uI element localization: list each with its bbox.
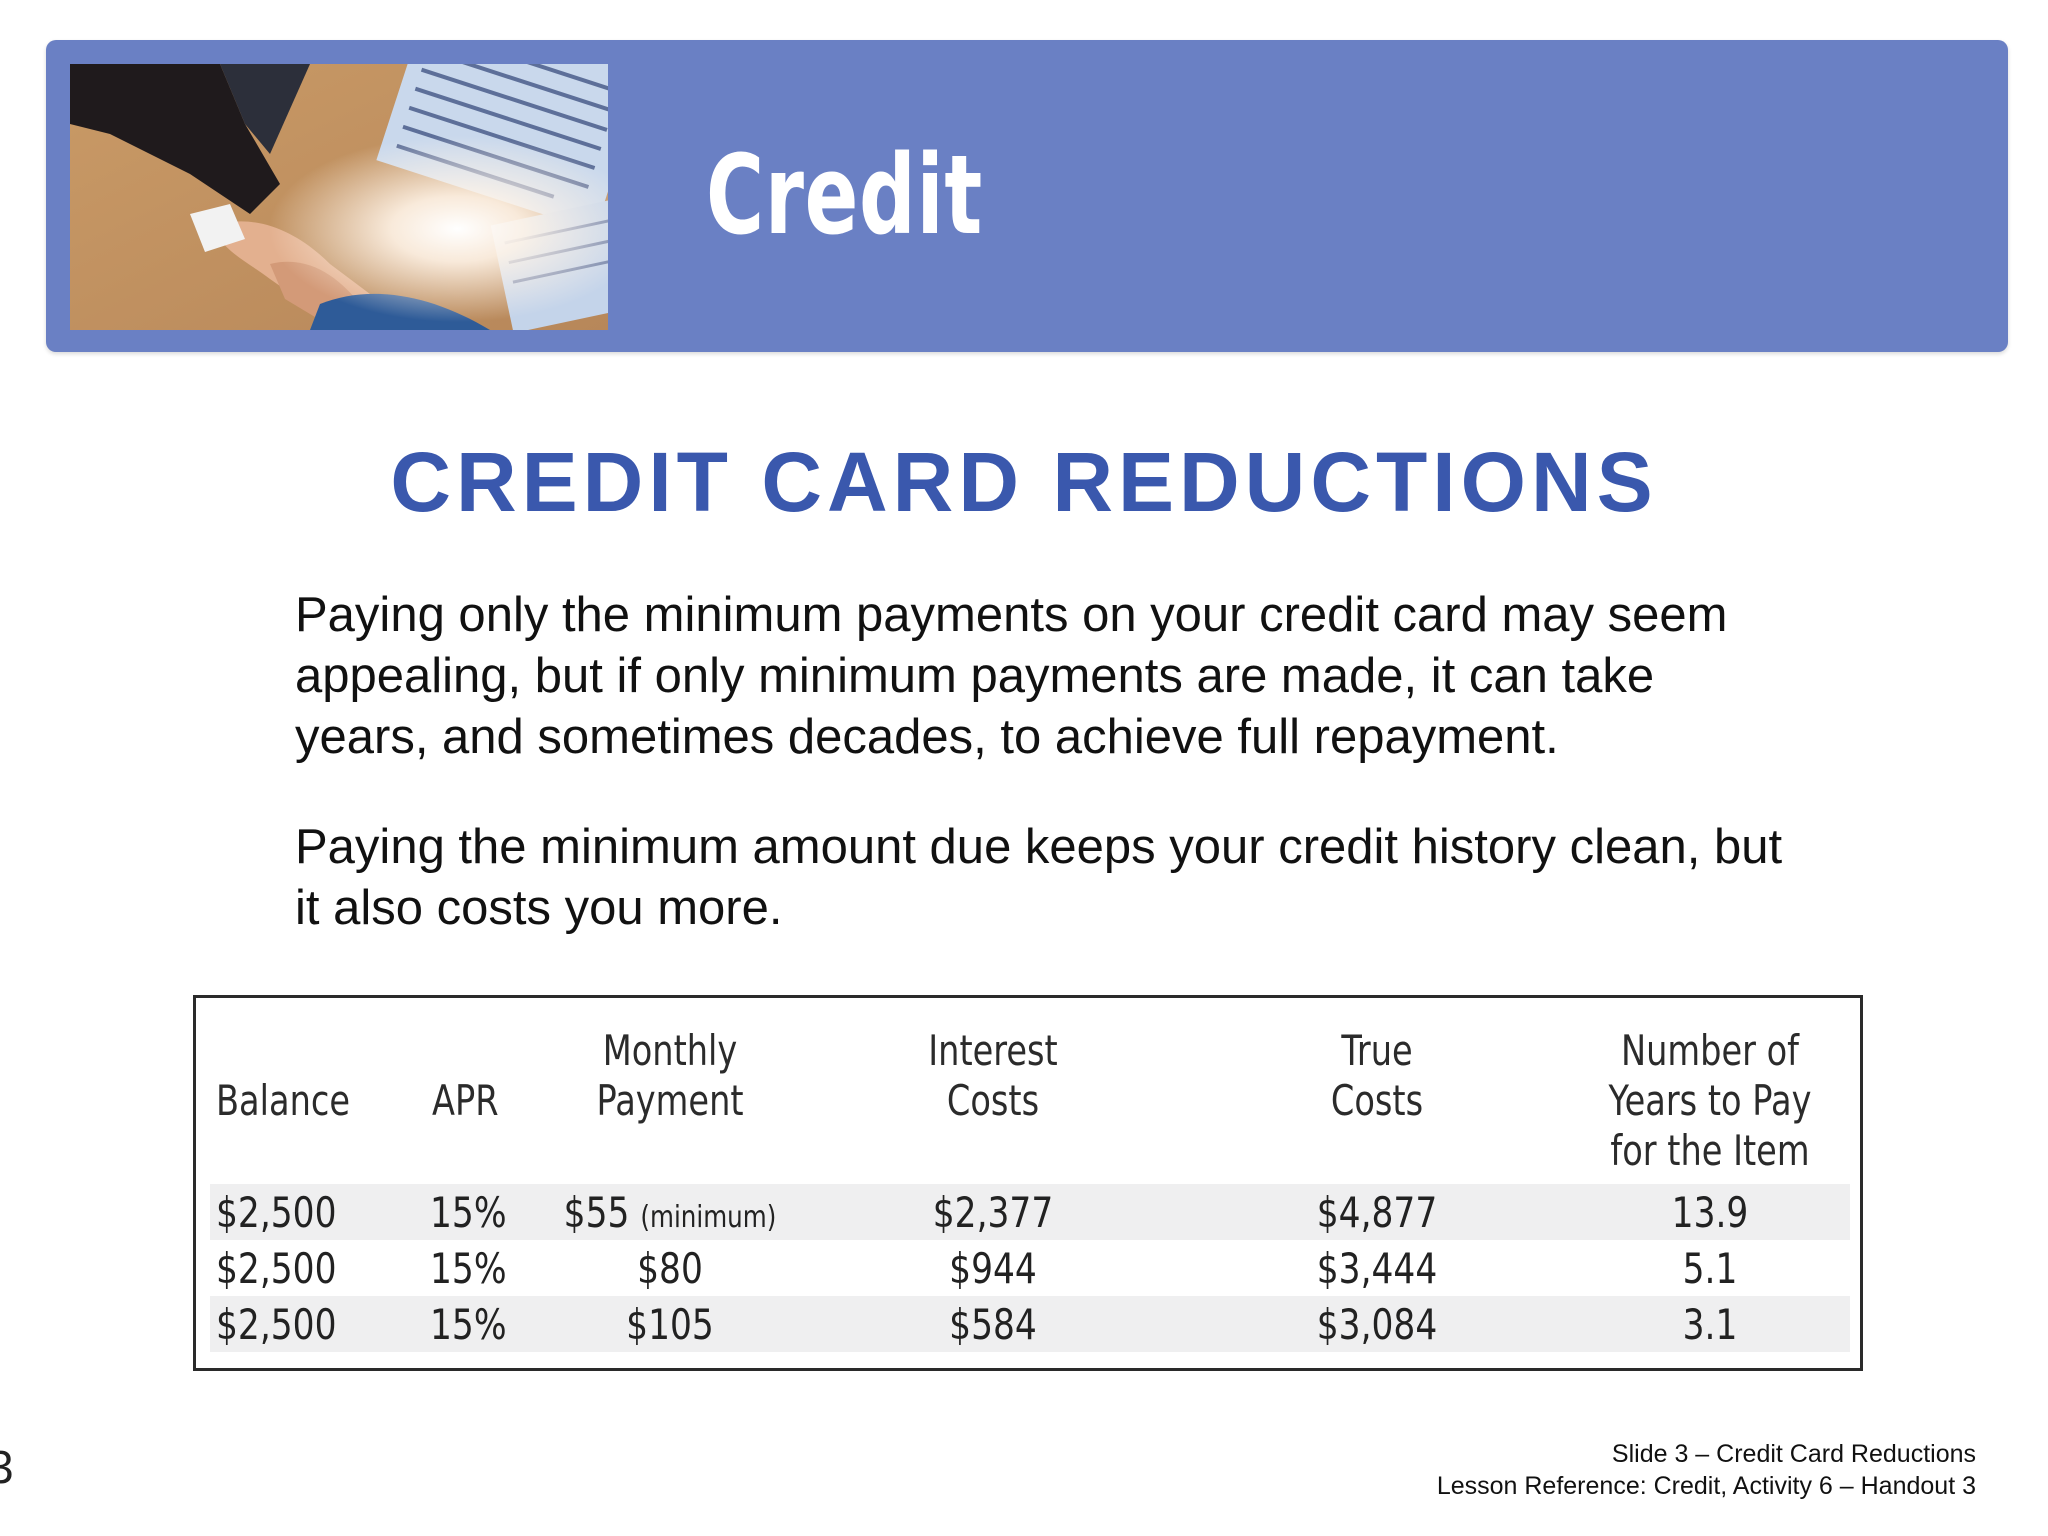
cell-payment: $105: [539, 1300, 801, 1350]
cell-balance: $2,500: [216, 1244, 337, 1293]
credit-cost-table: Balance APR Monthly Payment Interest Cos…: [193, 995, 1863, 1371]
cell-interest: $944: [949, 1244, 1037, 1293]
cell-payment: $80: [539, 1244, 801, 1294]
table-row: $2,500 15% $55 (minimum) $2,377 $4,877 1…: [210, 1184, 1850, 1240]
header-years-line2: Years to Pay: [1608, 1076, 1812, 1125]
footer-lesson-reference: Lesson Reference: Credit, Activity 6 – H…: [1436, 1472, 1976, 1500]
cell-apr: 15%: [430, 1244, 507, 1293]
table-row: $2,500 15% $80 $944 $3,444 5.1: [210, 1240, 1850, 1296]
header-years-to-pay: Number of Years to Pay for the Item: [1606, 1026, 1814, 1176]
cell-payment-value: $80: [637, 1244, 703, 1293]
header-true-costs: True Costs: [1281, 1026, 1473, 1126]
cell-apr: 15%: [430, 1188, 507, 1237]
handshake-photo-icon: [70, 64, 608, 330]
page-number: 3: [0, 1441, 14, 1493]
table-row: $2,500 15% $105 $584 $3,084 3.1: [210, 1296, 1850, 1352]
cell-payment-value: $55: [563, 1188, 630, 1237]
cell-true-cost: $3,444: [1316, 1244, 1438, 1293]
banner-title: Credit: [706, 131, 983, 259]
cell-years: 5.1: [1682, 1244, 1738, 1293]
slide-heading: CREDIT CARD REDUCTIONS: [390, 435, 1658, 529]
paragraph-credit-history: Paying the minimum amount due keeps your…: [295, 820, 1783, 935]
cell-true-cost: $4,877: [1316, 1188, 1438, 1237]
cell-payment-note: (minimum): [640, 1200, 777, 1235]
cell-interest: $584: [949, 1300, 1037, 1349]
header-true-costs-line2: Costs: [1330, 1076, 1424, 1125]
footer-slide-title: Slide 3 – Credit Card Reductions: [1611, 1440, 1976, 1468]
header-years-line3: for the Item: [1610, 1126, 1810, 1175]
cell-payment-value: $105: [626, 1300, 714, 1349]
handshake-photo: [70, 64, 608, 330]
paragraph-minimum-payments: Paying only the minimum payments on your…: [295, 588, 1728, 764]
cell-true-cost: $3,084: [1316, 1300, 1438, 1349]
cell-payment: $55 (minimum): [539, 1188, 801, 1243]
header-interest-costs: Interest Costs: [897, 1026, 1089, 1126]
table-inner: Balance APR Monthly Payment Interest Cos…: [210, 998, 1850, 1368]
header-monthly-payment: Monthly Payment: [574, 1026, 766, 1126]
header-balance: Balance: [216, 1076, 351, 1125]
cell-balance: $2,500: [216, 1300, 337, 1349]
cell-years: 3.1: [1682, 1300, 1738, 1349]
header-years-line1: Number of: [1620, 1026, 1800, 1075]
cell-years: 13.9: [1671, 1188, 1749, 1237]
header-monthly-payment-line1: Monthly: [602, 1026, 738, 1075]
header-monthly-payment-line2: Payment: [596, 1076, 744, 1125]
header-banner: Credit: [46, 40, 2008, 352]
cell-interest: $2,377: [932, 1188, 1054, 1237]
header-interest-costs-line2: Costs: [946, 1076, 1040, 1125]
header-true-costs-line1: True: [1341, 1026, 1413, 1075]
cell-balance: $2,500: [216, 1188, 337, 1237]
header-apr: APR: [432, 1076, 499, 1125]
header-interest-costs-line1: Interest: [928, 1026, 1058, 1075]
cell-apr: 15%: [430, 1300, 507, 1349]
